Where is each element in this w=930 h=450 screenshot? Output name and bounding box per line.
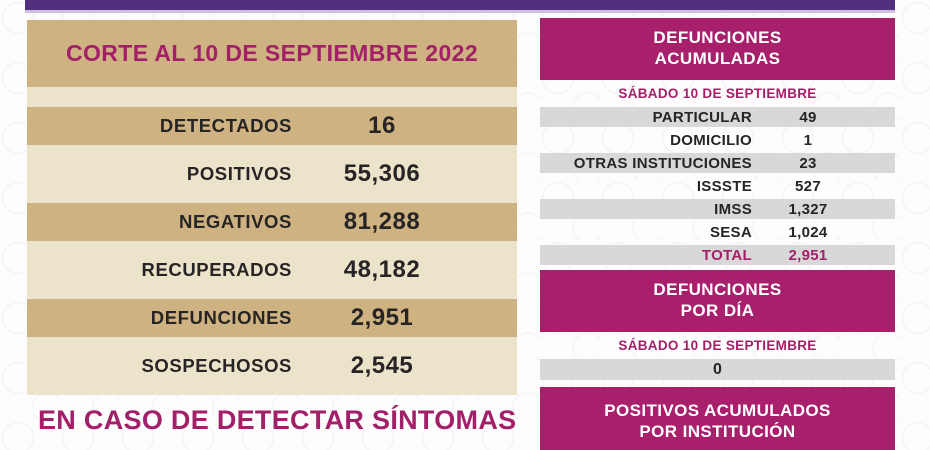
stat-label: RECUPERADOS (141, 259, 292, 280)
positives-by-institution-header: POSITIVOS ACUMULADOS POR INSTITUCIÓN (540, 387, 895, 450)
institution-row-issste: ISSSTE 527 (540, 176, 895, 196)
header-line: DEFUNCIONES (653, 280, 782, 300)
institution-value: 1,024 (788, 223, 828, 241)
institution-row-otras-instituciones: OTRAS INSTITUCIONES 23 (540, 153, 895, 173)
stat-value: 2,951 (350, 304, 414, 331)
deaths-per-day-value: 0 (540, 359, 895, 380)
institution-value: 49 (799, 108, 817, 126)
institution-row-particular: PARTICULAR 49 (540, 107, 895, 127)
header-line: POR DÍA (680, 301, 755, 320)
institution-value: 2,951 (788, 246, 828, 264)
stat-row-detectados: DETECTADOS 16 (27, 107, 517, 145)
stat-value: 16 (368, 112, 396, 139)
institution-value: 1 (803, 131, 813, 149)
stat-value: 48,182 (343, 256, 421, 283)
header-line: POSITIVOS ACUMULADOS (604, 401, 831, 421)
stat-row-defunciones: DEFUNCIONES 2,951 (27, 299, 517, 337)
stat-row-recuperados: RECUPERADOS 48,182 (27, 241, 517, 299)
header-line: DEFUNCIONES (653, 28, 782, 48)
stat-label: NEGATIVOS (179, 211, 292, 232)
symptoms-notice-heading: EN CASO DE DETECTAR SÍNTOMAS (38, 405, 517, 435)
stat-label: SOSPECHOSOS (141, 355, 292, 376)
report-date-title: CORTE AL 10 DE SEPTIEMBRE 2022 (27, 20, 517, 87)
stat-value: 81,288 (343, 208, 421, 235)
institution-label: OTRAS INSTITUCIONES (573, 154, 752, 172)
institution-label: TOTAL (701, 246, 752, 264)
institution-label: SESA (709, 223, 752, 241)
institution-label: DOMICILIO (670, 131, 752, 149)
institution-label: ISSSTE (696, 177, 752, 195)
institution-row-domicilio: DOMICILIO 1 (540, 130, 895, 150)
institution-row-total: TOTAL 2,951 (540, 245, 895, 265)
stat-row-sospechosos: SOSPECHOSOS 2,545 (27, 337, 517, 395)
deaths-accumulated-date: SÁBADO 10 DE SEPTIEMBRE (618, 86, 817, 101)
panel-spacer (27, 87, 517, 107)
stat-value: 55,306 (343, 160, 421, 187)
deaths-per-day-header: DEFUNCIONES POR DÍA (540, 270, 895, 332)
institution-row-sesa: SESA 1,024 (540, 222, 895, 242)
institutions-panel: DEFUNCIONES ACUMULADAS SÁBADO 10 DE SEPT… (540, 18, 895, 450)
institution-row-imss: IMSS 1,327 (540, 199, 895, 219)
stat-label: DEFUNCIONES (150, 307, 292, 328)
institution-label: IMSS (714, 200, 752, 218)
institution-value: 23 (799, 154, 817, 172)
institution-value: 1,327 (788, 200, 828, 218)
stat-row-positivos: POSITIVOS 55,306 (27, 145, 517, 203)
header-line: POR INSTITUCIÓN (639, 422, 796, 441)
deaths-per-day-date: SÁBADO 10 DE SEPTIEMBRE (618, 338, 817, 353)
top-purple-bar (25, 0, 895, 13)
summary-panel: CORTE AL 10 DE SEPTIEMBRE 2022 DETECTADO… (27, 20, 517, 395)
stat-value: 2,545 (350, 352, 414, 379)
institution-value: 527 (795, 177, 821, 195)
header-line: ACUMULADAS (654, 49, 781, 68)
stat-label: DETECTADOS (159, 115, 292, 136)
stat-row-negativos: NEGATIVOS 81,288 (27, 203, 517, 241)
deaths-accumulated-header: DEFUNCIONES ACUMULADAS (540, 18, 895, 80)
stat-label: POSITIVOS (186, 163, 292, 184)
institution-label: PARTICULAR (652, 108, 752, 126)
